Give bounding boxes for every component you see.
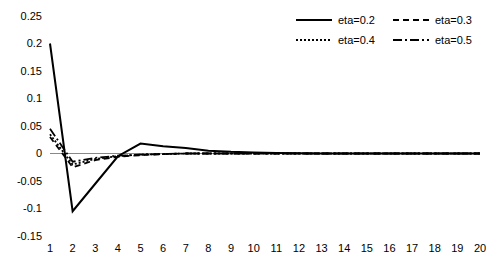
svg-text:15: 15 [361, 242, 373, 254]
svg-text:20: 20 [474, 242, 486, 254]
svg-text:18: 18 [429, 242, 441, 254]
svg-text:9: 9 [228, 242, 234, 254]
svg-text:-0.05: -0.05 [17, 175, 42, 187]
svg-text:16: 16 [383, 242, 395, 254]
svg-text:12: 12 [293, 242, 305, 254]
html-text:eta=0.3: eta=0.3 [435, 14, 472, 26]
svg-text:-0.15: -0.15 [17, 230, 42, 242]
svg-text:5: 5 [137, 242, 143, 254]
svg-text:0.15: 0.15 [21, 65, 42, 77]
svg-text:0.1: 0.1 [27, 92, 42, 104]
svg-text:8: 8 [205, 242, 211, 254]
svg-text:3: 3 [92, 242, 98, 254]
svg-text:0.2: 0.2 [27, 37, 42, 49]
svg-text:19: 19 [451, 242, 463, 254]
svg-text:1: 1 [47, 242, 53, 254]
svg-text:6: 6 [160, 242, 166, 254]
svg-text:14: 14 [338, 242, 350, 254]
svg-text:13: 13 [315, 242, 327, 254]
svg-text:11: 11 [271, 242, 282, 254]
svg-text:4: 4 [115, 242, 121, 254]
svg-text:0.25: 0.25 [21, 10, 42, 22]
html-text:eta=0.4: eta=0.4 [338, 34, 375, 46]
svg-text:10: 10 [248, 242, 260, 254]
svg-text:7: 7 [183, 242, 189, 254]
html-text:eta=0.2: eta=0.2 [338, 14, 375, 26]
html-text:eta=0.5: eta=0.5 [435, 34, 472, 46]
svg-text:17: 17 [406, 242, 418, 254]
svg-text:0: 0 [36, 147, 42, 159]
svg-text:2: 2 [70, 242, 76, 254]
svg-text:-0.1: -0.1 [23, 202, 42, 214]
svg-text:0.05: 0.05 [21, 120, 42, 132]
